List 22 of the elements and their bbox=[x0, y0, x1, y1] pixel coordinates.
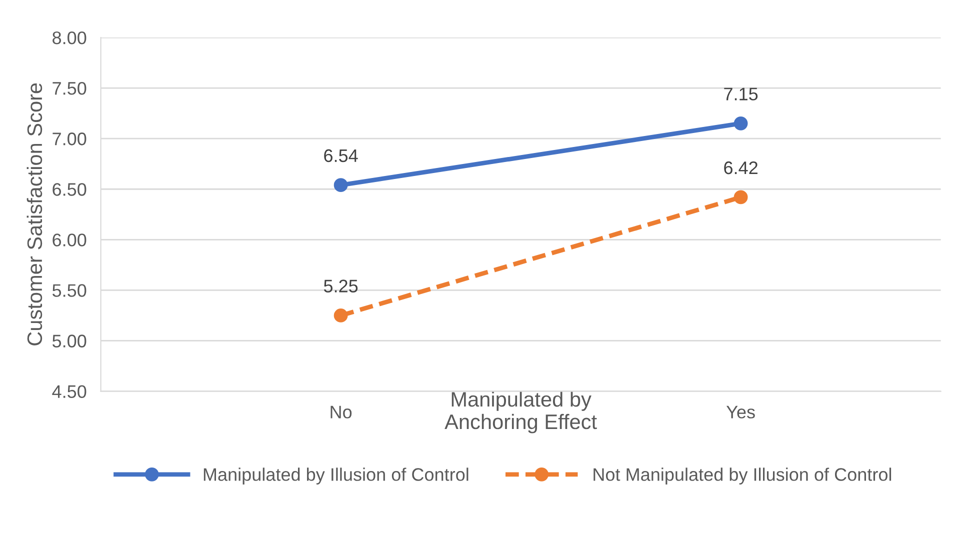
x-tick-label: No bbox=[330, 406, 352, 418]
data-label: 5.25 bbox=[324, 280, 358, 292]
y-tick-label: 6.50 bbox=[52, 183, 86, 196]
y-tick-label: 7.50 bbox=[52, 82, 86, 95]
x-axis-title: Manipulated by Anchoring Effect bbox=[444, 391, 597, 434]
point bbox=[334, 308, 348, 322]
point bbox=[734, 190, 748, 204]
point bbox=[734, 116, 748, 130]
legend-label: Not Manipulated by Illusion of Control bbox=[594, 468, 892, 484]
y-tick-label: 6.00 bbox=[52, 234, 86, 246]
data-label: 7.15 bbox=[724, 88, 758, 100]
y-tick-label: 4.50 bbox=[52, 385, 86, 398]
y-tick-label: 5.00 bbox=[52, 334, 86, 348]
point bbox=[334, 178, 348, 192]
y-tick-label: 7.00 bbox=[52, 132, 86, 146]
data-label: 6.42 bbox=[724, 161, 758, 174]
y-axis-title: Customer Satisfaction Score bbox=[26, 83, 42, 346]
data-label: 6.54 bbox=[324, 149, 358, 162]
y-tick-label: 8.00 bbox=[52, 31, 86, 44]
x-tick-label: Yes bbox=[726, 406, 755, 418]
legend-label: Manipulated by Illusion of Control bbox=[204, 468, 468, 484]
y-tick-label: 5.50 bbox=[52, 284, 86, 297]
